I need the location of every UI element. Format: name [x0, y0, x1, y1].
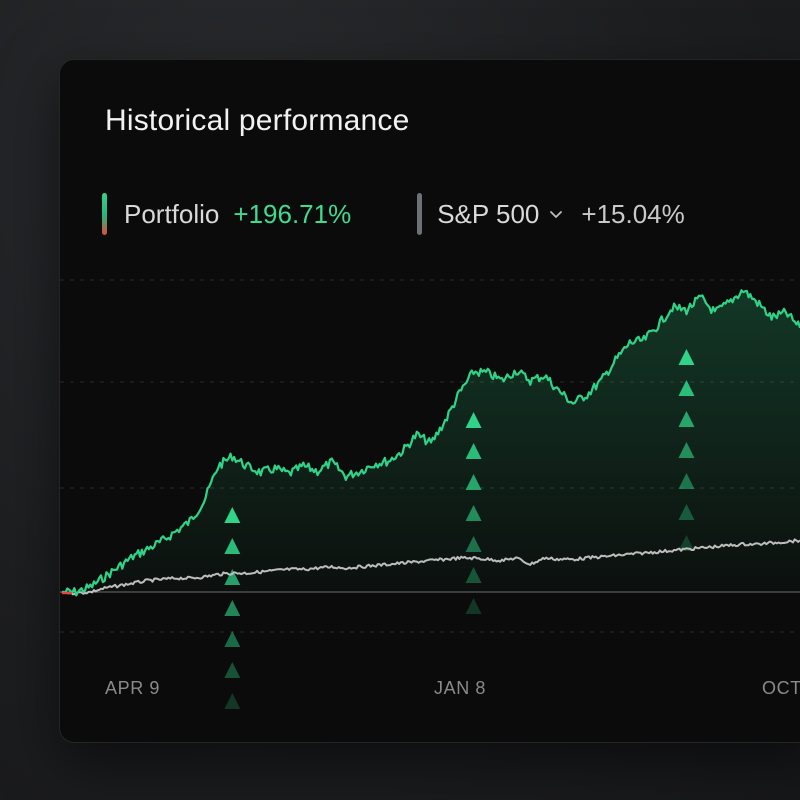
buy-marker [224, 507, 241, 523]
portfolio-series-line [61, 289, 800, 597]
buy-marker [224, 693, 241, 709]
performance-card: Historical performance Portfolio +196.71… [60, 60, 800, 742]
buy-marker [678, 442, 695, 458]
buy-marker [224, 538, 241, 554]
benchmark-series-line [61, 538, 800, 596]
buy-marker [465, 443, 482, 459]
x-tick-label: APR 9 [105, 678, 161, 698]
buy-marker [678, 380, 695, 396]
buy-marker [678, 473, 695, 489]
page-title: Historical performance [105, 104, 410, 137]
buy-marker [678, 504, 695, 520]
buy-marker [465, 412, 482, 428]
buy-marker [465, 505, 482, 521]
legend-portfolio[interactable]: Portfolio +196.71% [102, 193, 351, 235]
buy-marker [224, 631, 241, 647]
chevron-down-icon[interactable] [547, 206, 565, 224]
legend-portfolio-label: Portfolio [124, 198, 220, 229]
buy-marker [465, 598, 482, 614]
buy-marker [465, 567, 482, 583]
chart-legend: Portfolio +196.71% S&P 500 +15.04% [102, 192, 685, 236]
buy-marker [465, 474, 482, 490]
buy-marker [224, 569, 241, 585]
buy-marker [678, 535, 695, 551]
performance-chart [60, 279, 800, 709]
benchmark-color-swatch [417, 193, 423, 235]
x-tick-label: JAN 8 [434, 678, 487, 698]
legend-benchmark[interactable]: S&P 500 +15.04% [417, 193, 685, 235]
buy-marker [678, 411, 695, 427]
trade-markers [224, 349, 695, 709]
buy-marker [678, 349, 695, 365]
buy-marker [465, 536, 482, 552]
legend-benchmark-label: S&P 500 [437, 198, 540, 229]
legend-portfolio-change: +196.71% [233, 198, 352, 229]
buy-marker [224, 600, 241, 616]
legend-benchmark-change: +15.04% [581, 198, 685, 229]
portfolio-color-swatch [102, 193, 107, 235]
x-tick-label: OCT [762, 678, 800, 698]
buy-marker [224, 662, 241, 678]
